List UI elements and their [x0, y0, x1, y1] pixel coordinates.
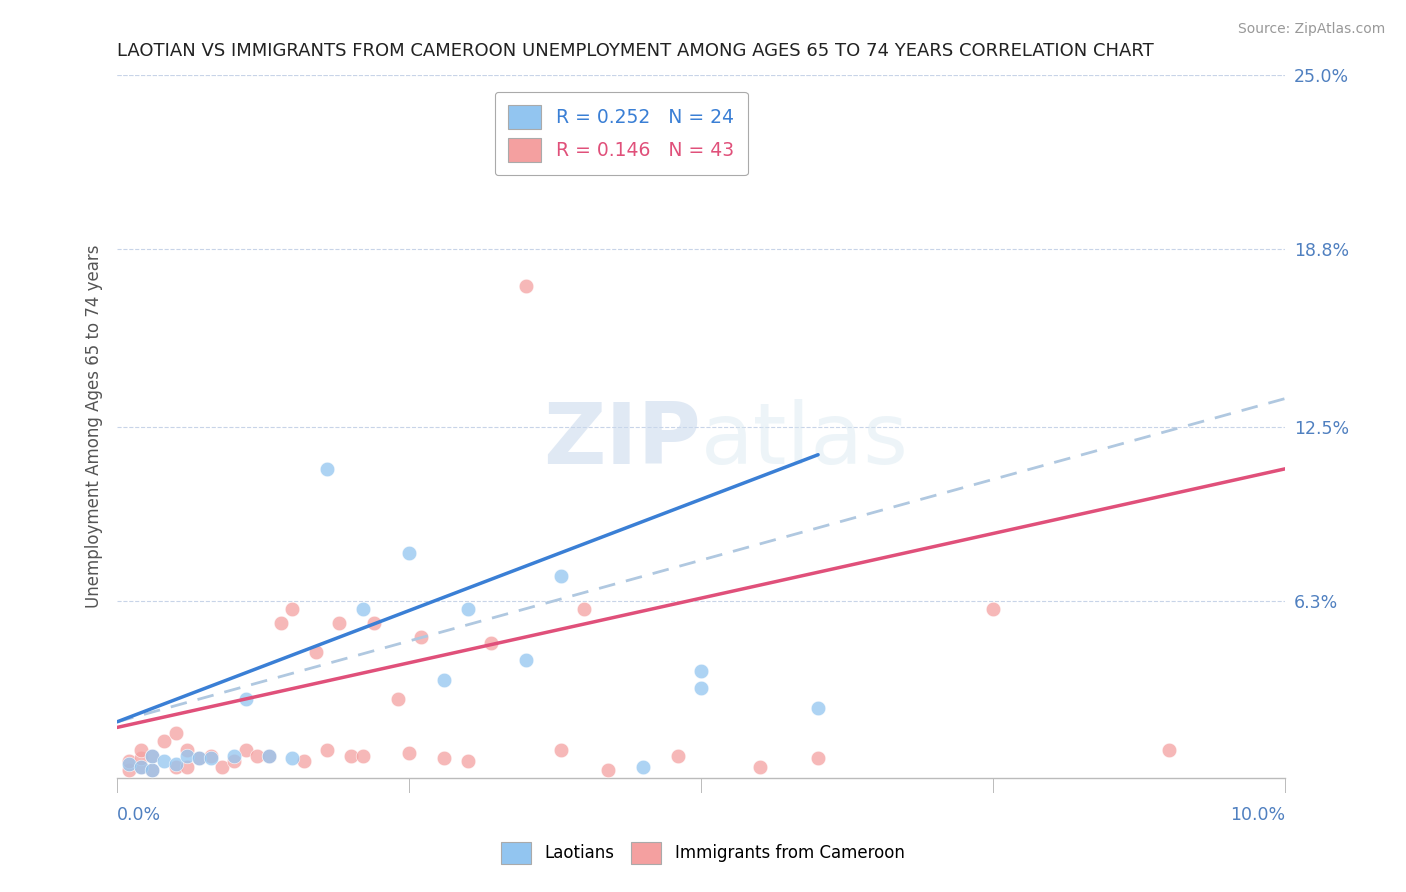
Point — [363, 616, 385, 631]
Point — [1157, 743, 1180, 757]
Point — [305, 644, 328, 658]
Point — [118, 756, 141, 771]
Point — [129, 751, 152, 765]
Point — [457, 602, 479, 616]
Point — [165, 760, 187, 774]
Point — [270, 616, 292, 631]
Point — [222, 754, 245, 768]
Point — [748, 760, 770, 774]
Point — [246, 748, 269, 763]
Point — [981, 602, 1004, 616]
Point — [316, 462, 339, 476]
Point — [596, 763, 619, 777]
Point — [574, 602, 596, 616]
Text: Source: ZipAtlas.com: Source: ZipAtlas.com — [1237, 22, 1385, 37]
Point — [398, 746, 420, 760]
Point — [479, 636, 502, 650]
Point — [457, 754, 479, 768]
Text: 10.0%: 10.0% — [1230, 806, 1285, 824]
Point — [235, 692, 257, 706]
Point — [316, 743, 339, 757]
Point — [398, 546, 420, 560]
Legend: Laotians, Immigrants from Cameroon: Laotians, Immigrants from Cameroon — [495, 836, 911, 871]
Text: LAOTIAN VS IMMIGRANTS FROM CAMEROON UNEMPLOYMENT AMONG AGES 65 TO 74 YEARS CORRE: LAOTIAN VS IMMIGRANTS FROM CAMEROON UNEM… — [117, 42, 1154, 60]
Point — [292, 754, 315, 768]
Point — [222, 748, 245, 763]
Point — [118, 763, 141, 777]
Point — [129, 760, 152, 774]
Point — [631, 760, 654, 774]
Point — [188, 751, 211, 765]
Point — [281, 751, 304, 765]
Point — [690, 664, 713, 678]
Point — [807, 751, 830, 765]
Text: 0.0%: 0.0% — [117, 806, 162, 824]
Point — [387, 692, 409, 706]
Point — [409, 631, 432, 645]
Point — [141, 748, 163, 763]
Point — [257, 748, 280, 763]
Point — [550, 743, 572, 757]
Point — [129, 743, 152, 757]
Point — [200, 748, 222, 763]
Point — [352, 748, 374, 763]
Point — [165, 726, 187, 740]
Point — [176, 760, 198, 774]
Y-axis label: Unemployment Among Ages 65 to 74 years: Unemployment Among Ages 65 to 74 years — [86, 245, 103, 608]
Point — [328, 616, 350, 631]
Point — [141, 763, 163, 777]
Point — [433, 751, 456, 765]
Point — [176, 748, 198, 763]
Point — [235, 743, 257, 757]
Point — [188, 751, 211, 765]
Point — [141, 748, 163, 763]
Point — [153, 754, 176, 768]
Point — [690, 681, 713, 695]
Point — [515, 279, 537, 293]
Point — [433, 673, 456, 687]
Point — [200, 751, 222, 765]
Point — [257, 748, 280, 763]
Point — [515, 653, 537, 667]
Point — [666, 748, 689, 763]
Point — [340, 748, 363, 763]
Point — [176, 743, 198, 757]
Legend: R = 0.252   N = 24, R = 0.146   N = 43: R = 0.252 N = 24, R = 0.146 N = 43 — [495, 92, 748, 176]
Point — [807, 700, 830, 714]
Text: atlas: atlas — [702, 399, 910, 483]
Point — [129, 760, 152, 774]
Point — [118, 754, 141, 768]
Point — [153, 734, 176, 748]
Point — [550, 568, 572, 582]
Text: ZIP: ZIP — [544, 399, 702, 483]
Point — [141, 763, 163, 777]
Point — [281, 602, 304, 616]
Point — [211, 760, 233, 774]
Point — [165, 756, 187, 771]
Point — [352, 602, 374, 616]
